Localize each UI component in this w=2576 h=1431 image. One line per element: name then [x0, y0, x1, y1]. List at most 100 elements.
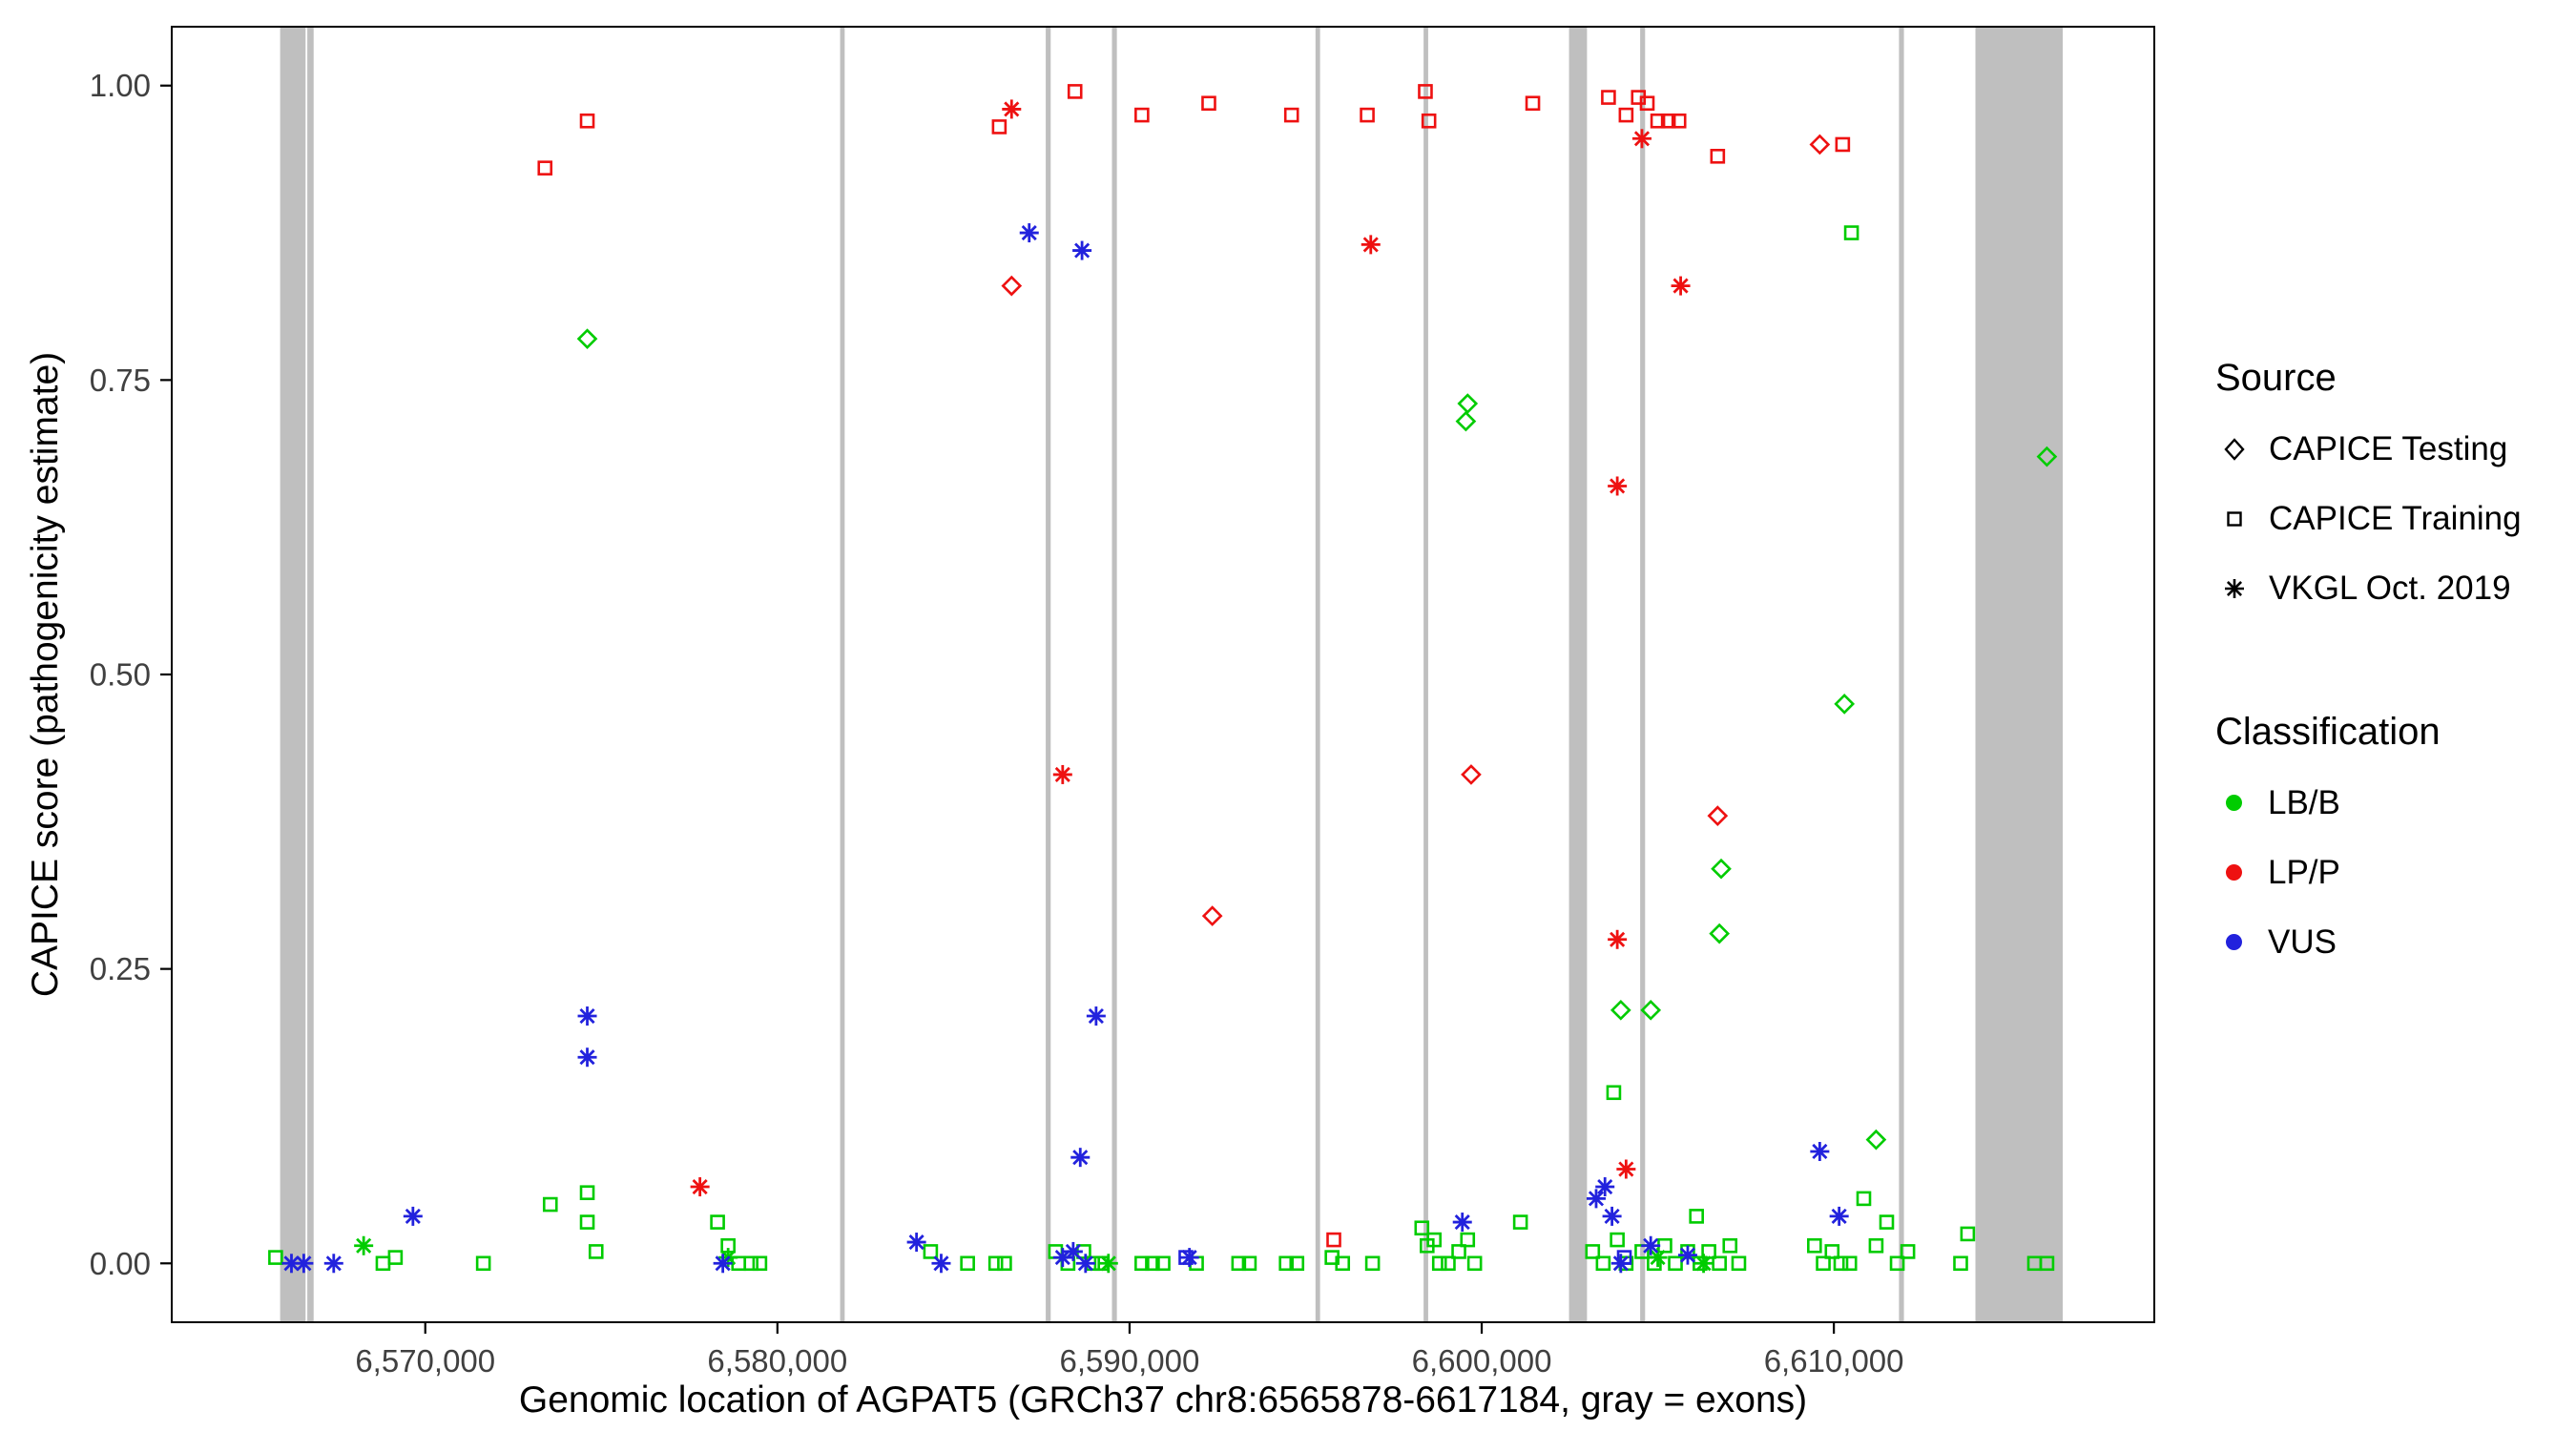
data-point: [1689, 1209, 1704, 1224]
data-point: [268, 1250, 283, 1265]
data-point: [1019, 223, 1039, 243]
exon-region: [1423, 27, 1428, 1322]
data-point: [1067, 84, 1083, 99]
x-tick-label: 6,600,000: [1412, 1343, 1552, 1379]
legend-item-label: VKGL Oct. 2019: [2269, 569, 2511, 607]
diamond-icon: [2224, 437, 2245, 461]
data-point: [475, 1255, 491, 1272]
data-point: [1731, 1255, 1747, 1272]
data-point: [1414, 1220, 1430, 1236]
data-point: [1460, 1232, 1476, 1248]
data-point: [1063, 1241, 1083, 1261]
data-point: [1283, 107, 1299, 123]
lpp-color-dot: [2226, 864, 2242, 881]
data-point: [1657, 1237, 1672, 1254]
data-point: [960, 1255, 975, 1272]
legend-item-vus: VUS: [2215, 907, 2522, 977]
data-point: [1586, 1189, 1606, 1209]
data-point: [1693, 1254, 1714, 1274]
data-point: [906, 1233, 926, 1253]
data-point: [579, 113, 595, 129]
data-point: [1134, 107, 1150, 123]
data-point: [1639, 95, 1655, 112]
y-axis-title: CAPICE score (pathogenicity estimate): [25, 351, 66, 998]
data-point: [1868, 1237, 1884, 1254]
data-point: [1201, 905, 1223, 926]
data-point: [1145, 1255, 1160, 1272]
data-point: [1843, 225, 1859, 240]
legend: Source CAPICE Testing CAPICE Training VK…: [2215, 355, 2522, 977]
data-point: [2036, 446, 2058, 467]
data-point: [1660, 113, 1676, 129]
data-point: [1641, 1235, 1661, 1255]
legend-item-capice-testing: CAPICE Testing: [2215, 414, 2522, 484]
y-tick-label: 0.00: [90, 1246, 151, 1281]
data-point: [1326, 1232, 1341, 1248]
legend-item-label: LB/B: [2268, 783, 2340, 821]
data-point: [1364, 1255, 1381, 1272]
data-point: [281, 1254, 301, 1274]
data-point: [690, 1177, 710, 1197]
exon-region: [840, 27, 845, 1322]
x-tick-label: 6,610,000: [1764, 1343, 1904, 1379]
data-point: [1810, 1141, 1830, 1161]
data-point: [1879, 1214, 1895, 1230]
vus-color-dot: [2226, 934, 2242, 950]
data-point: [1134, 1255, 1150, 1272]
data-point: [1616, 1159, 1636, 1179]
data-point: [1816, 1255, 1831, 1272]
data-point: [710, 1214, 725, 1230]
asterisk-icon: [2225, 578, 2244, 598]
data-point: [1418, 84, 1433, 99]
legend-item-lpp: LP/P: [2215, 838, 2522, 907]
data-point: [323, 1254, 343, 1274]
y-axis: 0.00 0.25 0.50 0.75 1.00: [90, 68, 172, 1281]
data-point: [1834, 694, 1856, 715]
exon-region: [1315, 27, 1320, 1322]
data-point: [1360, 107, 1375, 123]
exon-region: [1111, 27, 1117, 1322]
data-point: [1070, 1148, 1091, 1168]
data-point: [1426, 1232, 1443, 1248]
lbb-color-dot: [2226, 795, 2242, 811]
data-point: [987, 1255, 1004, 1272]
data-point: [1616, 1250, 1632, 1265]
data-point: [1709, 923, 1731, 944]
data-point: [294, 1254, 314, 1274]
data-point: [1668, 1255, 1683, 1272]
data-point: [1671, 276, 1691, 296]
exon-region: [280, 27, 306, 1322]
data-point: [1451, 1244, 1466, 1259]
data-point: [1953, 1255, 1968, 1272]
data-point: [1711, 858, 1732, 880]
exon-region: [1568, 27, 1588, 1322]
data-point: [991, 119, 1008, 135]
data-point: [1707, 805, 1729, 826]
exon-region: [1640, 27, 1646, 1322]
data-point: [1618, 107, 1634, 123]
data-point: [1052, 764, 1072, 784]
data-point: [1640, 1000, 1662, 1021]
data-point: [1610, 1232, 1625, 1248]
data-point: [1155, 1255, 1171, 1272]
data-point: [1231, 1255, 1247, 1272]
data-point: [1677, 1245, 1697, 1265]
data-point: [1722, 1237, 1738, 1254]
data-point: [1841, 1255, 1858, 1272]
legend-item-label: VUS: [2268, 923, 2337, 961]
data-point: [577, 1047, 597, 1068]
x-tick-label: 6,580,000: [707, 1343, 847, 1379]
data-point: [1098, 1254, 1118, 1274]
data-point: [579, 1214, 595, 1230]
data-point: [1201, 95, 1216, 112]
data-point: [1610, 1000, 1631, 1021]
data-point: [1900, 1244, 1916, 1259]
exon-region: [1975, 27, 2064, 1322]
exon-region: [1899, 27, 1904, 1322]
data-point: [1631, 129, 1652, 149]
data-point: [1606, 1085, 1622, 1101]
data-point: [1455, 410, 1477, 432]
legend-classification-title: Classification: [2215, 711, 2441, 753]
y-tick-label: 0.50: [90, 657, 151, 693]
